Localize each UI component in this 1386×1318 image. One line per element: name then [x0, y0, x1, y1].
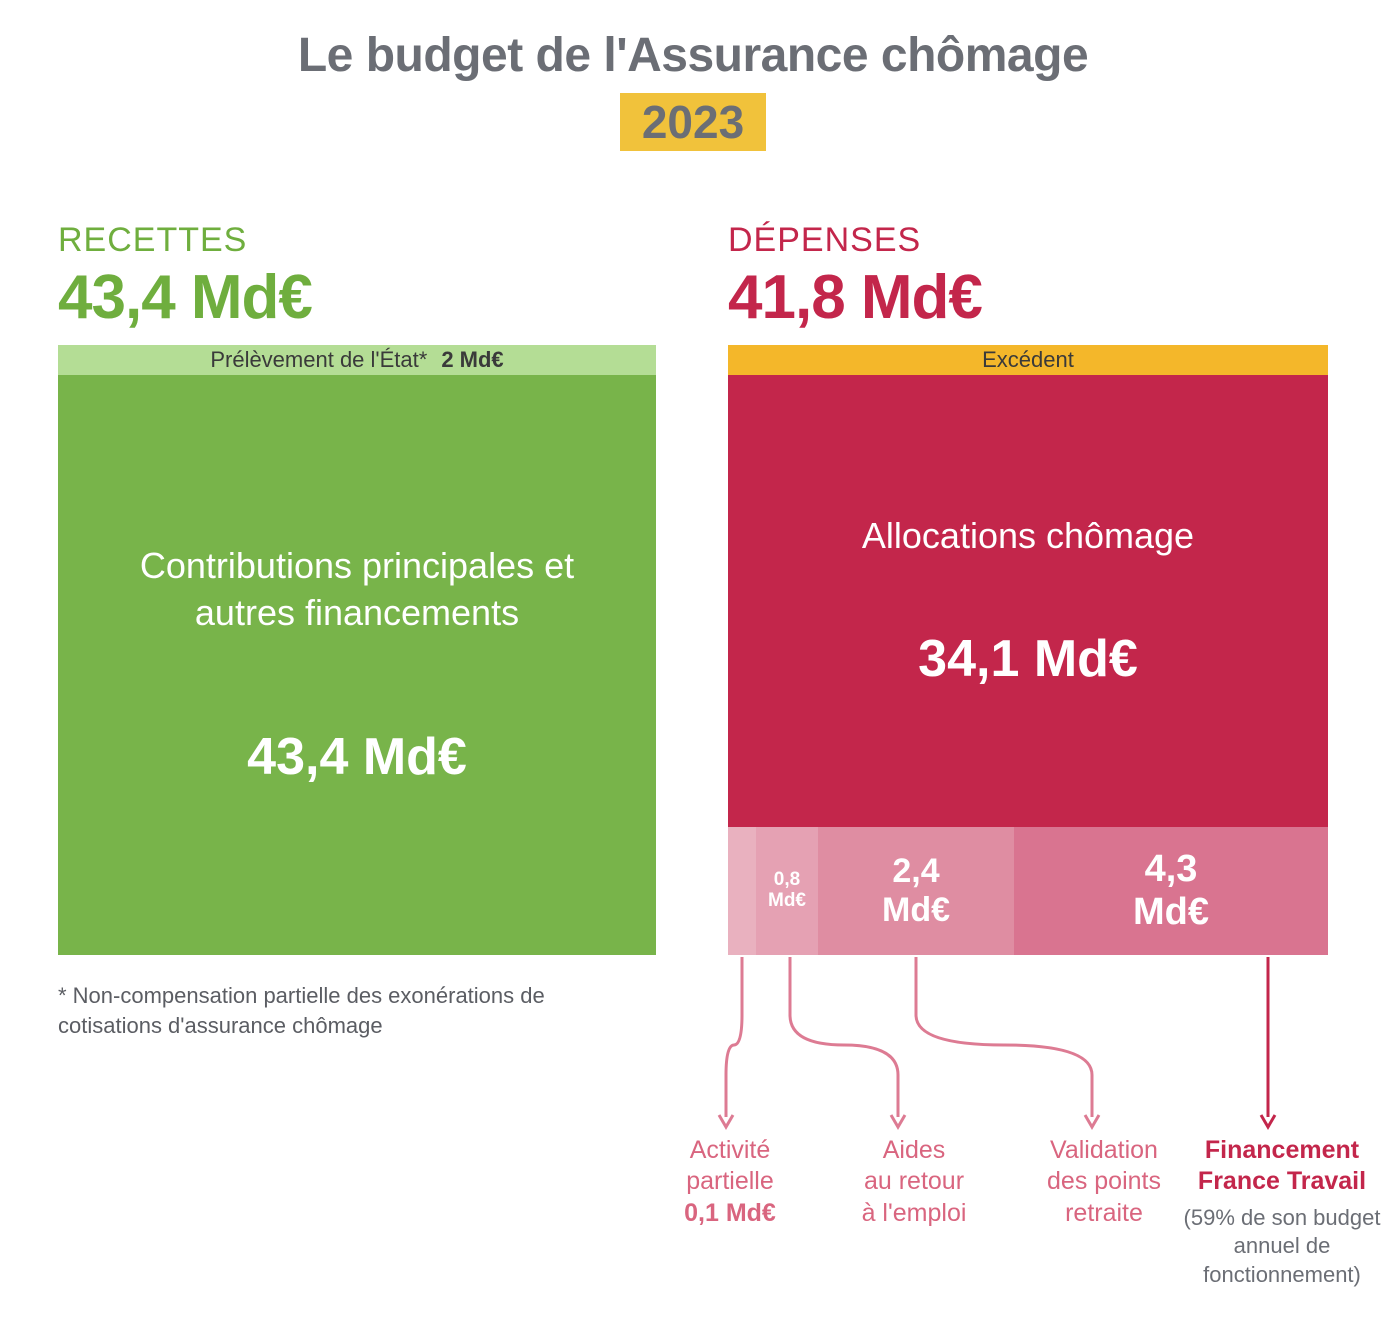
- depenses-excedent-label: Excédent: [982, 347, 1074, 373]
- depenses-bottom-row: 0,8Md€2,4Md€4,3Md€: [728, 827, 1328, 955]
- recettes-topbar-value: 2 Md€: [441, 347, 503, 373]
- recettes-header-value: 43,4 Md€: [58, 262, 656, 333]
- callout-3: FinancementFrance Travail(59% de son bud…: [1172, 1135, 1386, 1289]
- recettes-topbar-label: Prélèvement de l'État*: [210, 347, 427, 373]
- depenses-callouts: Activitépartielle0,1 Md€Aidesau retourà …: [728, 955, 1328, 1315]
- depenses-segment-0: [728, 827, 756, 955]
- recettes-header-label: RECETTES: [58, 221, 656, 260]
- depenses-main-block: Allocations chômage 34,1 Md€: [728, 375, 1328, 827]
- depenses-main-label: Allocations chômage: [862, 513, 1194, 560]
- depenses-segment-3: 4,3Md€: [1014, 827, 1328, 955]
- columns-container: RECETTES 43,4 Md€ Prélèvement de l'État*…: [0, 151, 1386, 1315]
- depenses-segment-2: 2,4Md€: [818, 827, 1014, 955]
- title-block: Le budget de l'Assurance chômage 2023: [0, 0, 1386, 151]
- recettes-main-label: Contributions principales et autres fina…: [58, 543, 656, 637]
- callout-0: Activitépartielle0,1 Md€: [640, 1135, 820, 1229]
- depenses-column: DÉPENSES 41,8 Md€ Excédent Allocations c…: [728, 221, 1328, 1315]
- callout-1: Aidesau retourà l'emploi: [824, 1135, 1004, 1229]
- depenses-header-value: 41,8 Md€: [728, 262, 1328, 333]
- depenses-header-label: DÉPENSES: [728, 221, 1328, 260]
- page-title: Le budget de l'Assurance chômage: [0, 28, 1386, 83]
- depenses-segment-1: 0,8Md€: [756, 827, 818, 955]
- depenses-excedent-bar: Excédent: [728, 345, 1328, 375]
- depenses-main-value: 34,1 Md€: [918, 629, 1138, 689]
- callout-arrows: [728, 955, 1328, 1155]
- recettes-footnote: * Non-compensation partielle des exonéra…: [58, 981, 618, 1040]
- recettes-main-block: Contributions principales et autres fina…: [58, 375, 656, 955]
- title-year-badge: 2023: [620, 93, 766, 151]
- recettes-topbar: Prélèvement de l'État* 2 Md€: [58, 345, 656, 375]
- recettes-main-value: 43,4 Md€: [247, 727, 467, 787]
- recettes-column: RECETTES 43,4 Md€ Prélèvement de l'État*…: [58, 221, 656, 1040]
